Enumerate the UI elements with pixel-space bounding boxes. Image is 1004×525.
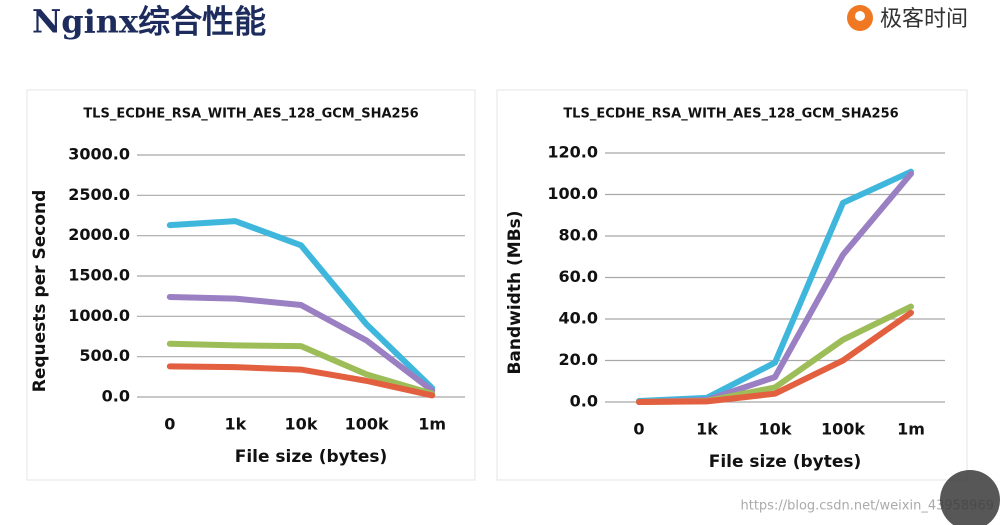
x-tick-label: 10k [759,420,792,439]
watermark: https://blog.csdn.net/weixin_43958969 [740,499,994,514]
y-tick-label: 60.0 [559,267,598,286]
y-tick-label: 100.0 [547,184,598,203]
x-tick-label: 0 [633,420,644,439]
x-tick-label: 100k [345,415,389,434]
y-tick-label: 1000.0 [68,306,130,325]
y-tick-label: 500.0 [79,346,130,365]
series-line [636,309,914,405]
series-line [166,340,436,397]
slide-title: Nginx综合性能 [32,3,266,41]
x-tick-label: 10k [285,415,318,434]
x-tick-label: 1k [696,420,718,439]
chart-panel [496,89,968,481]
y-tick-label: 2500.0 [68,185,130,204]
x-tick-label: 1m [897,420,925,439]
logo-text: 极客时间 [880,7,968,32]
y-axis-label: Bandwidth (MBs) [505,210,525,374]
y-tick-label: 3000.0 [68,145,130,164]
chart-title: TLS_ECDHE_RSA_WITH_AES_128_GCM_SHA256 [83,107,418,122]
presenter-avatar [940,470,1000,525]
y-tick-label: 0.0 [102,387,130,406]
x-tick-label: 1k [225,415,247,434]
logo-icon-inner [855,11,865,21]
x-tick-label: 0 [164,415,175,434]
x-tick-label: 1m [418,415,446,434]
y-tick-label: 40.0 [559,309,598,328]
x-axis-label: File size (bytes) [709,452,862,472]
series-line [166,218,436,392]
series-line [166,293,436,394]
chart-title: TLS_ECDHE_RSA_WITH_AES_128_GCM_SHA256 [563,107,898,122]
series-line [166,363,436,399]
x-tick-label: 100k [821,420,865,439]
y-axis-label: Requests per Second [30,190,50,393]
x-axis-label: File size (bytes) [235,447,388,467]
y-tick-label: 1500.0 [68,266,130,285]
y-tick-label: 0.0 [570,392,598,411]
y-tick-label: 80.0 [559,226,598,245]
y-tick-label: 2000.0 [68,225,130,244]
y-tick-label: 20.0 [559,350,598,369]
y-tick-label: 120.0 [547,143,598,162]
